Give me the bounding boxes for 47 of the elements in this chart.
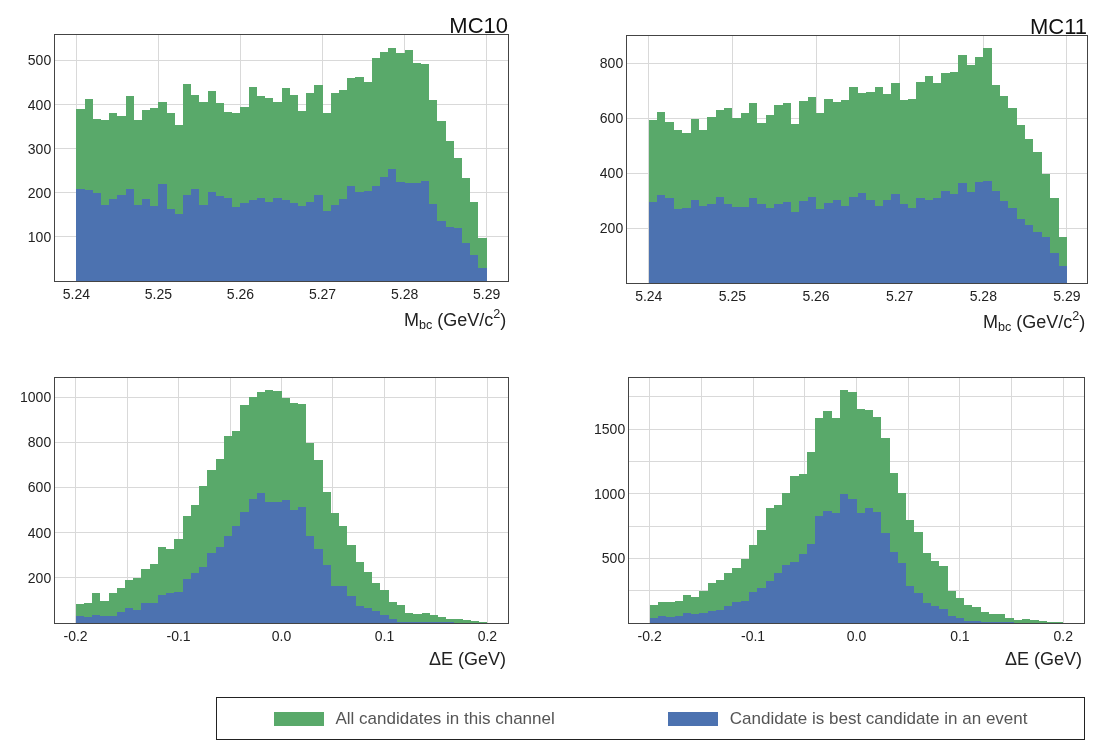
- x-tick-label: 5.24: [62, 285, 91, 302]
- y-tick-label: 600: [27, 479, 52, 496]
- y-tick-label: 300: [27, 140, 52, 157]
- x-tick-label: 0.1: [374, 627, 395, 644]
- y-tick-label: 500: [27, 52, 52, 69]
- y-tick-label: 500: [601, 550, 626, 567]
- y-tick-label: 1500: [594, 420, 626, 437]
- x-tick-label: 5.27: [308, 285, 337, 302]
- x-tick-label: 5.26: [226, 285, 255, 302]
- x-tick-label: 0.2: [1053, 627, 1074, 644]
- y-tick-label: 400: [27, 524, 52, 541]
- chart-title: MC10: [449, 13, 508, 38]
- y-tick-label: 100: [27, 228, 52, 245]
- x-tick-label: 5.24: [635, 287, 663, 304]
- y-tick-label: 800: [27, 434, 52, 451]
- x-tick-label: 0.1: [950, 627, 970, 644]
- legend-label: Candidate is best candidate in an event: [729, 708, 1028, 729]
- x-axis-title: M$_{bc}$ (GeV/c$^{2}$): [983, 309, 1086, 335]
- x-tick-label: 5.25: [718, 287, 747, 304]
- x-axis-title: ΔE (GeV): [429, 649, 507, 669]
- y-tick-label: 200: [27, 569, 52, 586]
- chart-title: MC11: [1029, 14, 1087, 39]
- x-tick-label: 5.26: [802, 287, 830, 304]
- x-tick-label: 0.0: [271, 627, 292, 644]
- y-tick-label: 200: [599, 220, 624, 237]
- x-tick-label: -0.2: [63, 627, 88, 644]
- legend-label: All candidates in this channel: [335, 708, 555, 729]
- x-tick-label: 5.29: [473, 285, 501, 302]
- y-tick-label: 1000: [594, 485, 626, 502]
- x-tick-label: 0.0: [846, 627, 867, 644]
- x-tick-label: 5.28: [390, 285, 419, 302]
- y-tick-label: 400: [599, 165, 624, 182]
- y-tick-label: 600: [599, 110, 624, 127]
- y-tick-label: 200: [27, 184, 52, 201]
- y-tick-label: 1000: [20, 389, 52, 406]
- x-tick-label: -0.2: [637, 627, 662, 644]
- x-axis-title: M$_{bc}$ (GeV/c$^{2}$): [404, 307, 507, 333]
- x-tick-label: 0.2: [477, 627, 498, 644]
- y-tick-label: 800: [599, 55, 624, 72]
- x-tick-label: -0.1: [741, 627, 766, 644]
- x-tick-label: 5.29: [1053, 287, 1081, 304]
- x-axis-title: ΔE (GeV): [1005, 649, 1083, 669]
- x-tick-label: 5.25: [144, 285, 173, 302]
- x-tick-label: -0.1: [166, 627, 191, 644]
- x-tick-label: 5.28: [969, 287, 998, 304]
- x-tick-label: 5.27: [886, 287, 914, 304]
- y-tick-label: 400: [27, 96, 52, 113]
